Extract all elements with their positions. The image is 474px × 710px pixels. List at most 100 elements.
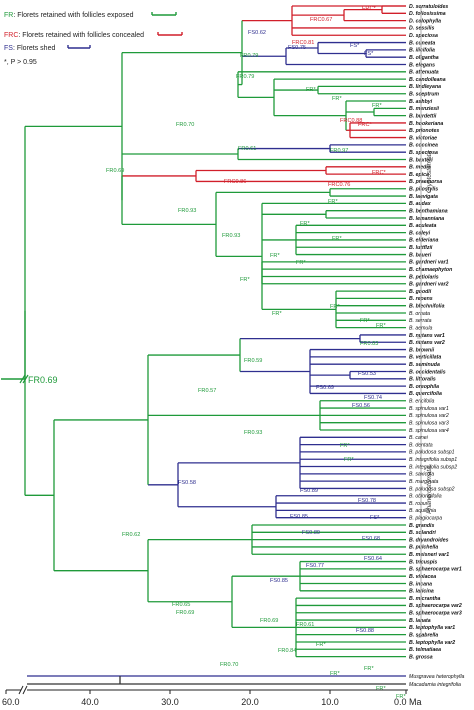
tip-label: B. telmatiaea bbox=[409, 647, 441, 653]
node-label: FR0.93 bbox=[222, 233, 240, 239]
node-label: FR* bbox=[300, 221, 310, 227]
tip-label: B. grossa bbox=[409, 654, 433, 660]
tip-label: B. audax bbox=[409, 201, 432, 207]
axis-tick-label: 30.0 bbox=[161, 697, 179, 707]
tip-label: B. sphaerocarpa var2 bbox=[409, 603, 462, 609]
axis-tick-label: 60.0 bbox=[2, 697, 20, 707]
tip-label: B. leptophylla var2 bbox=[409, 640, 455, 646]
tip-label: B. micrantha bbox=[409, 596, 441, 602]
node-label: FR* bbox=[372, 103, 382, 109]
tip-label: B. paludosa subsp1 bbox=[409, 450, 455, 456]
node-labels: FRC0.81 FRC0.67 FRC* FS0.62 FS0.75 FS* FS* FR0.… bbox=[106, 6, 406, 700]
tip-label: D. speciosa bbox=[409, 33, 438, 39]
clade-cryptostomata: Cryptostomata bbox=[417, 5, 433, 339]
tip-label: B. leptophylla var1 bbox=[409, 625, 455, 631]
tip-label: B. serrata bbox=[409, 318, 432, 324]
node-label: FS0.77 bbox=[306, 563, 324, 569]
node-label: FR* bbox=[332, 96, 342, 102]
node-label: FRC* bbox=[362, 6, 376, 12]
tip-label: B. scabrella bbox=[409, 632, 438, 638]
node-label: FR* bbox=[296, 260, 306, 266]
node-label: FR* bbox=[328, 199, 338, 205]
tip-label: B. spinulosa var3 bbox=[409, 420, 449, 426]
node-label: FR0.93 bbox=[244, 430, 262, 436]
tip-label: B. epica bbox=[409, 172, 429, 178]
tip-label: B. elegans bbox=[409, 62, 435, 68]
tip-label: B. integrifolia subsp2 bbox=[409, 464, 457, 470]
node-label: FRC0.67 bbox=[310, 17, 332, 23]
node-label: FS* bbox=[370, 515, 380, 521]
tip-label: B. goodii bbox=[409, 289, 432, 295]
tree-branches bbox=[24, 5, 406, 685]
tip-label: B. oligantha bbox=[409, 55, 439, 61]
tip-label: B. media bbox=[409, 165, 431, 171]
clade-phanerostomata: Phanerostomata bbox=[417, 340, 433, 638]
time-axis: 60.0 40.0 30.0 20.0 10.0 0.0 Ma bbox=[2, 685, 422, 707]
clade-label-cryptostomata: Cryptostomata bbox=[426, 150, 433, 193]
tip-label: B. nutans var1 bbox=[409, 333, 445, 339]
tip-label: B. petiolaris bbox=[409, 274, 439, 280]
node-label: FR0.79 bbox=[240, 53, 258, 59]
node-label: FS* bbox=[350, 43, 360, 49]
tip-label: B. paludosa subsp2 bbox=[409, 486, 455, 492]
node-label: FRC* bbox=[372, 170, 386, 176]
tip-label: B. caleyi bbox=[409, 230, 431, 236]
tip-label: B. aculeata bbox=[409, 223, 437, 229]
node-label: FS0.56 bbox=[352, 403, 370, 409]
node-label: FR0.84 bbox=[278, 648, 296, 654]
axis-tick-label: 10.0 bbox=[321, 697, 339, 707]
legend-fr-code: FR bbox=[4, 12, 13, 19]
node-label: FRC0.86 bbox=[224, 179, 246, 185]
legend-fr-text: FR: Florets retained with follicles expo… bbox=[4, 12, 134, 19]
node-label: FR* bbox=[306, 87, 316, 93]
tip-label: B. pulchella bbox=[409, 545, 438, 551]
node-label: FS0.89 bbox=[300, 488, 318, 494]
axis-tick-label: 0.0 Ma bbox=[394, 697, 422, 707]
tip-label: B. nutans var2 bbox=[409, 340, 445, 346]
tip-label: B. speciosa bbox=[409, 150, 438, 156]
node-label: FR* bbox=[270, 253, 280, 259]
tip-label: B. violacea bbox=[409, 574, 436, 580]
node-label: FR* bbox=[240, 277, 250, 283]
tip-label: D. serratuloides bbox=[409, 4, 448, 10]
node-label: FS0.53 bbox=[358, 371, 376, 377]
node-label: FS0.89 bbox=[302, 530, 320, 536]
tip-label: B. ericifolia bbox=[409, 399, 434, 405]
tip-label: B. verticillata bbox=[409, 355, 441, 361]
node-label: FR* bbox=[396, 694, 406, 700]
tip-label: D. sessilis bbox=[409, 26, 434, 32]
tip-label: B. burdettii bbox=[409, 113, 437, 119]
node-label: FR* bbox=[376, 686, 386, 692]
tip-label: B. menziesii bbox=[409, 106, 440, 112]
node-label: FR0.62 bbox=[122, 532, 140, 538]
node-label: FR0.70 bbox=[220, 662, 238, 668]
tip-label: B. laricina bbox=[409, 589, 434, 595]
tip-label: B. lanata bbox=[409, 618, 431, 624]
tip-label: B. chamaephyton bbox=[409, 267, 452, 273]
node-label: FRC0.81 bbox=[292, 40, 314, 46]
tip-label: B. hookeriana bbox=[409, 121, 443, 127]
node-label: FR0.69 bbox=[176, 610, 194, 616]
tip-label: B. victoriae bbox=[409, 135, 437, 141]
tip-label: B. candolleana bbox=[409, 77, 446, 83]
node-label: FR* bbox=[316, 642, 326, 648]
node-label: FR0.97 bbox=[330, 148, 348, 154]
tip-label: B. integrifolia subsp1 bbox=[409, 457, 457, 463]
node-label: FS0.62 bbox=[248, 30, 266, 36]
axis-tick-label: 40.0 bbox=[81, 697, 99, 707]
node-label: FRC0.88 bbox=[340, 118, 362, 124]
tip-label: B. grandis bbox=[409, 523, 434, 529]
tip-label: B. quercifolia bbox=[409, 391, 442, 397]
legend-footnote: *, P > 0.95 bbox=[4, 59, 37, 66]
node-label: FR0.65 bbox=[172, 602, 190, 608]
tip-label: B. spinulosa var1 bbox=[409, 406, 449, 412]
node-label: FR0.59 bbox=[244, 358, 262, 364]
legend-fs-text: FS: Florets shed bbox=[4, 45, 55, 52]
node-label: FS0.78 bbox=[358, 498, 376, 504]
node-label: FR* bbox=[364, 666, 374, 672]
tip-label: B. elderiana bbox=[409, 238, 439, 244]
tip-label: B. saxicola bbox=[409, 472, 434, 478]
node-label: FR0.70 bbox=[176, 122, 194, 128]
node-label: FRC0.76 bbox=[328, 182, 350, 188]
